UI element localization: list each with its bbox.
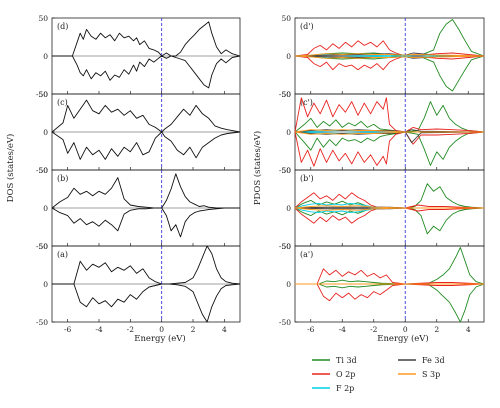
y-tick-label: 50 bbox=[281, 166, 291, 175]
subplot-label: (b') bbox=[300, 174, 314, 183]
x-tick-label: 0 bbox=[403, 325, 408, 334]
y-tick-label: -50 bbox=[279, 166, 291, 175]
s-3p-down-line bbox=[294, 207, 484, 211]
y-tick-label: 0 bbox=[286, 204, 291, 213]
pdos-subplot: -50 0 50 (b') bbox=[279, 166, 485, 251]
y-tick-label: -50 bbox=[36, 242, 48, 251]
x-tick-label: -4 bbox=[95, 325, 103, 334]
y-tick-label: -50 bbox=[279, 90, 291, 99]
subplot-label: (a') bbox=[300, 250, 313, 259]
legend-label: F 2p bbox=[336, 384, 354, 393]
ti-3d-up-line bbox=[294, 101, 485, 133]
ti-3d-down-line bbox=[294, 131, 485, 166]
x-tick-label: 0 bbox=[159, 325, 164, 334]
subplot-label: (b) bbox=[57, 174, 68, 183]
dos-subplot: -50 0 50 (c) bbox=[36, 90, 241, 175]
s-3p-up-line bbox=[294, 53, 485, 57]
legend-label: Fe 3d bbox=[422, 356, 445, 365]
f-2p-down-line bbox=[294, 207, 484, 214]
y-tick-label: 0 bbox=[286, 52, 291, 61]
x-tick-label: -2 bbox=[370, 325, 378, 334]
subplot-label: (c) bbox=[57, 98, 68, 107]
legend-label: O 2p bbox=[336, 370, 355, 379]
y-tick-label: 50 bbox=[38, 242, 48, 251]
left-x-axis-label: Energy (eV) bbox=[134, 333, 186, 344]
s-3p-down-line bbox=[294, 131, 484, 135]
x-tick-label: -6 bbox=[307, 325, 315, 334]
s-3p-up-line bbox=[294, 129, 484, 133]
dos-subplot: -50 0 50 (d) bbox=[36, 14, 241, 99]
dos-subplot: -50 0 50 (b) bbox=[36, 166, 241, 251]
x-tick-label: 4 bbox=[466, 325, 471, 334]
total-dos-up-line bbox=[51, 173, 240, 209]
total-dos-down-line bbox=[52, 283, 241, 323]
legend-item: Fe 3d bbox=[398, 356, 445, 365]
y-tick-label: 0 bbox=[43, 204, 48, 213]
right-y-axis-label: PDOS (states/eV) bbox=[252, 131, 263, 205]
pdos-panel-column: -50 0 50 (d') -50 0 50 (c') -50 0 50 (b') -50 0 50 (a')… bbox=[279, 14, 485, 334]
y-tick-label: 0 bbox=[43, 128, 48, 137]
y-tick-label: 50 bbox=[281, 242, 291, 251]
y-tick-label: 0 bbox=[43, 52, 48, 61]
x-tick-label: -2 bbox=[127, 325, 135, 334]
total-dos-up-line bbox=[52, 21, 241, 57]
pdos-subplot: -50 0 50 (d') bbox=[279, 14, 485, 99]
right-x-axis-label: Energy (eV) bbox=[377, 333, 429, 344]
y-tick-label: -50 bbox=[36, 318, 48, 327]
legend-item: O 2p bbox=[312, 370, 355, 379]
y-tick-label: 50 bbox=[38, 166, 48, 175]
y-tick-label: -50 bbox=[279, 242, 291, 251]
total-dos-up-line bbox=[51, 99, 241, 133]
x-tick-label: 2 bbox=[434, 325, 439, 334]
legend-label: Ti 3d bbox=[336, 356, 357, 365]
ti-3d-up-line bbox=[294, 19, 485, 57]
o-2p-up-line bbox=[294, 192, 485, 209]
total-dos-down-line bbox=[51, 207, 240, 238]
legend: Ti 3d O 2p F 2p Fe 3d S 3p bbox=[312, 356, 445, 393]
subplot-label: (c') bbox=[300, 98, 313, 107]
legend-label: S 3p bbox=[422, 370, 440, 379]
y-tick-label: 0 bbox=[43, 280, 48, 289]
total-dos-up-line bbox=[52, 245, 241, 285]
o-2p-up-line bbox=[295, 268, 485, 285]
dos-subplot: -50 0 50 (a) bbox=[36, 242, 241, 327]
subplot-label: (a) bbox=[57, 250, 68, 259]
o-2p-down-line bbox=[294, 131, 485, 167]
y-tick-label: -50 bbox=[36, 90, 48, 99]
o-2p-up-line bbox=[294, 97, 485, 133]
y-tick-label: 0 bbox=[286, 280, 291, 289]
x-tick-label: 2 bbox=[191, 325, 196, 334]
y-tick-label: -50 bbox=[279, 318, 291, 327]
left-y-axis-label: DOS (states/eV) bbox=[5, 134, 16, 203]
x-tick-label: 4 bbox=[222, 325, 227, 334]
y-tick-label: 50 bbox=[281, 90, 291, 99]
y-tick-label: 0 bbox=[286, 128, 291, 137]
legend-item: F 2p bbox=[312, 384, 354, 393]
pdos-subplot: -50 0 50 (a') bbox=[279, 242, 485, 327]
x-tick-label: -4 bbox=[339, 325, 347, 334]
legend-item: Ti 3d bbox=[312, 356, 357, 365]
ti-3d-down-line bbox=[295, 283, 485, 323]
o-2p-down-line bbox=[294, 207, 485, 224]
y-tick-label: 50 bbox=[281, 14, 291, 23]
y-tick-label: -50 bbox=[36, 166, 48, 175]
y-tick-label: 50 bbox=[38, 14, 48, 23]
total-dos-down-line bbox=[51, 131, 241, 160]
subplot-label: (d') bbox=[300, 22, 314, 31]
o-2p-down-line bbox=[295, 283, 485, 302]
legend-item: S 3p bbox=[398, 370, 440, 379]
pdos-subplot: -50 0 50 (c') bbox=[279, 90, 485, 175]
total-dos-down-line bbox=[52, 55, 241, 89]
x-tick-label: -6 bbox=[64, 325, 72, 334]
s-3p-down-line bbox=[294, 55, 485, 59]
ti-3d-down-line bbox=[294, 55, 485, 92]
subplot-label: (d) bbox=[57, 22, 68, 31]
dos-panel-column: -50 0 50 (d) -50 0 50 (c) -50 0 50 (b) -50 0 50 (a) -6 -4… bbox=[36, 14, 241, 334]
y-tick-label: 50 bbox=[38, 90, 48, 99]
